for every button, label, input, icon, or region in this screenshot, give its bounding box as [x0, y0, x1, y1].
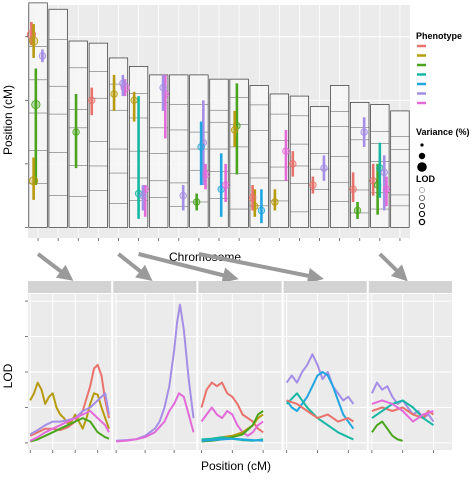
- legend-lod-ring: [419, 195, 425, 201]
- legend: Phenotype Variance (%) LOD: [416, 31, 470, 226]
- bottom-y-axis-title: LOD: [1, 363, 15, 388]
- panel-strip-background: [198, 281, 282, 293]
- qtl-peak-Lc.V-chr1: [38, 52, 47, 60]
- lod-curve-Ct.Th.R: [29, 381, 110, 430]
- panel-strip-background: [283, 281, 367, 293]
- lod-curve-Lc.St: [371, 399, 434, 423]
- qtl-peak-Lc.V-chr17: [360, 128, 368, 136]
- zoom-arrow-chr18: [378, 252, 408, 282]
- top-y-axis-title: Position (cM): [1, 85, 15, 155]
- panel-strip-background: [368, 281, 452, 293]
- zoom-arrow-chr5: [117, 252, 153, 281]
- legend-lod-ring: [418, 218, 426, 226]
- lod-curve-Lc.St: [29, 410, 110, 442]
- legend-lod-ring: [418, 210, 426, 218]
- qtl-peak-Ct.Th.R.sd-chr1: [31, 99, 41, 110]
- lod-curve-Lc.Dn: [285, 371, 355, 430]
- chromosome-bar-7: [149, 74, 169, 228]
- bottom-x-axis-title: Position (cM): [201, 459, 271, 473]
- lod-curve-Lc.V: [285, 353, 355, 405]
- legend-lod-items: [418, 187, 426, 226]
- bottom-y-tick-labels: [25, 300, 28, 444]
- lod-panel-chr9: [283, 281, 367, 453]
- qtl-peak-Lc.V-chr7: [159, 83, 167, 92]
- qtl-peak-BMD-chr12: [248, 194, 257, 202]
- qtl-peak-Lc.Dn-chr12: [257, 206, 266, 215]
- qtl-peak-Ct.Th.R-chr6: [130, 96, 138, 105]
- lod-curve-Ca.Dn: [371, 399, 435, 427]
- lod-panel-chr5: [113, 281, 197, 453]
- qtl-peak-Lc.St-chr13: [282, 147, 290, 155]
- chromosome-bar-2: [48, 8, 68, 228]
- top-panel: Chromosome Position (cM): [1, 2, 410, 264]
- qtl-peak-Lc.V-chr8: [179, 191, 187, 200]
- lod-profile-panels: [28, 281, 452, 453]
- chromosome-bar-4: [88, 42, 108, 228]
- legend-phenotype-title: Phenotype: [416, 31, 462, 41]
- zoom-arrow-chr9: [198, 252, 324, 284]
- panel-strip-background: [28, 281, 112, 293]
- chromosome-bar-11: [229, 78, 249, 228]
- panel-strip-background: [113, 281, 197, 293]
- lod-curve-Lc.Dn: [201, 437, 264, 442]
- zoom-arrow-chr6: [138, 252, 239, 284]
- zoom-arrow-chr1: [36, 252, 74, 281]
- qtl-peak-Ct.Th.R.sd-chr17: [353, 206, 362, 215]
- lod-curve-Ct.Th.R.sd: [29, 417, 110, 443]
- qtl-peak-Ct.Th.R-chr5: [110, 90, 118, 98]
- qtl-peak-Lc.St-chr9: [201, 170, 210, 179]
- legend-phenotype-items: [417, 44, 426, 105]
- legend-lod-title: LOD: [416, 174, 435, 184]
- qtl-peak-Lc.V-chr5: [119, 79, 127, 88]
- qtl-peak-BMD-chr4: [88, 96, 96, 105]
- chromosome-bar-3: [68, 40, 88, 228]
- zoom-arrows: [36, 252, 408, 284]
- top-x-tick-labels: [37, 238, 401, 241]
- qtl-peak-Lc.V-chr15: [320, 164, 328, 172]
- chromosome-bar-19: [390, 110, 410, 228]
- lod-curve-BMD: [286, 399, 354, 423]
- qtl-peak-Ct.Th.R.sd-chr9: [192, 198, 201, 206]
- qtl-peak-Lc.V-chr18: [380, 168, 388, 177]
- lod-panel-chr18: [368, 281, 452, 453]
- legend-variance-dot: [418, 152, 426, 160]
- legend-variance-dot: [420, 143, 424, 147]
- qtl-markers: [26, 21, 391, 224]
- lod-curve-Ca.Dn: [285, 392, 354, 441]
- qtl-peak-Lc.St-chr18: [382, 185, 391, 193]
- qtl-peak-Ct.Th.R-chr13: [271, 198, 279, 206]
- lod-curve-Ct.Th.R.sd: [371, 420, 403, 442]
- lod-curve-BMD: [200, 381, 264, 434]
- chromosome-bar-15: [309, 106, 330, 228]
- qtl-peak-Ct.Th.R-chr1: [29, 176, 39, 186]
- legend-variance-dot: [417, 162, 427, 172]
- legend-variance-items: [417, 143, 427, 172]
- qtl-peak-Lc.V-chr6: [139, 191, 147, 200]
- qtl-peak-BMD-chr14: [289, 160, 297, 168]
- qtl-peak-Ct.Th.R.sd-chr3: [72, 128, 80, 136]
- lod-panel-chr6: [198, 281, 282, 453]
- qtl-peak-BMD-chr15: [309, 181, 317, 189]
- lod-curve-Lc.St: [200, 406, 264, 437]
- legend-lod-ring: [419, 187, 425, 193]
- qtl-peak-Ct.Th.R-chr1: [29, 36, 39, 46]
- qtl-peak-BMD-chr17: [349, 185, 357, 193]
- lod-curve-Lc.St: [116, 392, 195, 443]
- legend-variance-title: Variance (%): [416, 127, 470, 137]
- lod-panel-chr1: [28, 281, 112, 453]
- legend-lod-ring: [418, 202, 425, 209]
- qtl-peak-Lc.Dn-chr9: [197, 143, 205, 151]
- chromosome-bar-10: [209, 78, 229, 228]
- top-y-tick-labels: [25, 36, 28, 228]
- qtl-peak-Ct.Th.R-chr11: [230, 126, 239, 134]
- qtl-peak-Lc.St-chr10: [221, 181, 230, 189]
